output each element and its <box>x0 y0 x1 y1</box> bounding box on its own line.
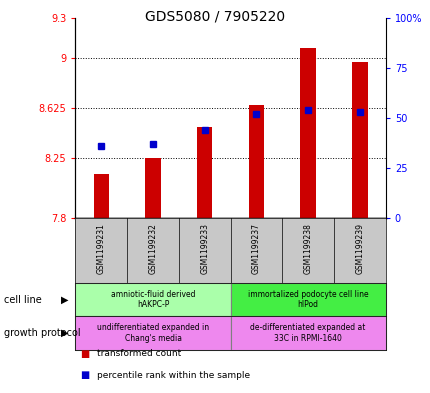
Text: undifferentiated expanded in
Chang's media: undifferentiated expanded in Chang's med… <box>97 323 209 343</box>
Text: GSM1199237: GSM1199237 <box>252 223 260 274</box>
Text: transformed count: transformed count <box>97 349 181 358</box>
Text: ■: ■ <box>80 349 89 359</box>
Bar <box>75 316 230 350</box>
Text: cell line: cell line <box>4 295 42 305</box>
Bar <box>230 283 385 316</box>
Bar <box>145 158 160 218</box>
Text: GSM1199239: GSM1199239 <box>355 223 363 274</box>
Text: GDS5080 / 7905220: GDS5080 / 7905220 <box>145 10 285 24</box>
Bar <box>230 316 385 350</box>
Text: GSM1199232: GSM1199232 <box>148 223 157 274</box>
Text: de-differentiated expanded at
33C in RPMI-1640: de-differentiated expanded at 33C in RPM… <box>250 323 365 343</box>
Text: GSM1199231: GSM1199231 <box>97 223 105 274</box>
Text: GSM1199233: GSM1199233 <box>200 223 209 274</box>
Text: percentile rank within the sample: percentile rank within the sample <box>97 371 249 380</box>
Bar <box>300 48 315 218</box>
Text: growth protocol: growth protocol <box>4 328 81 338</box>
Bar <box>93 174 109 218</box>
Text: ▶: ▶ <box>61 295 68 305</box>
Bar <box>75 283 230 316</box>
Bar <box>248 105 264 218</box>
Bar <box>197 127 212 218</box>
Text: amniotic-fluid derived
hAKPC-P: amniotic-fluid derived hAKPC-P <box>111 290 195 309</box>
Text: ▶: ▶ <box>61 328 68 338</box>
Text: GSM1199238: GSM1199238 <box>303 223 312 274</box>
Bar <box>351 62 367 218</box>
Text: immortalized podocyte cell line
hIPod: immortalized podocyte cell line hIPod <box>247 290 368 309</box>
Text: ■: ■ <box>80 370 89 380</box>
